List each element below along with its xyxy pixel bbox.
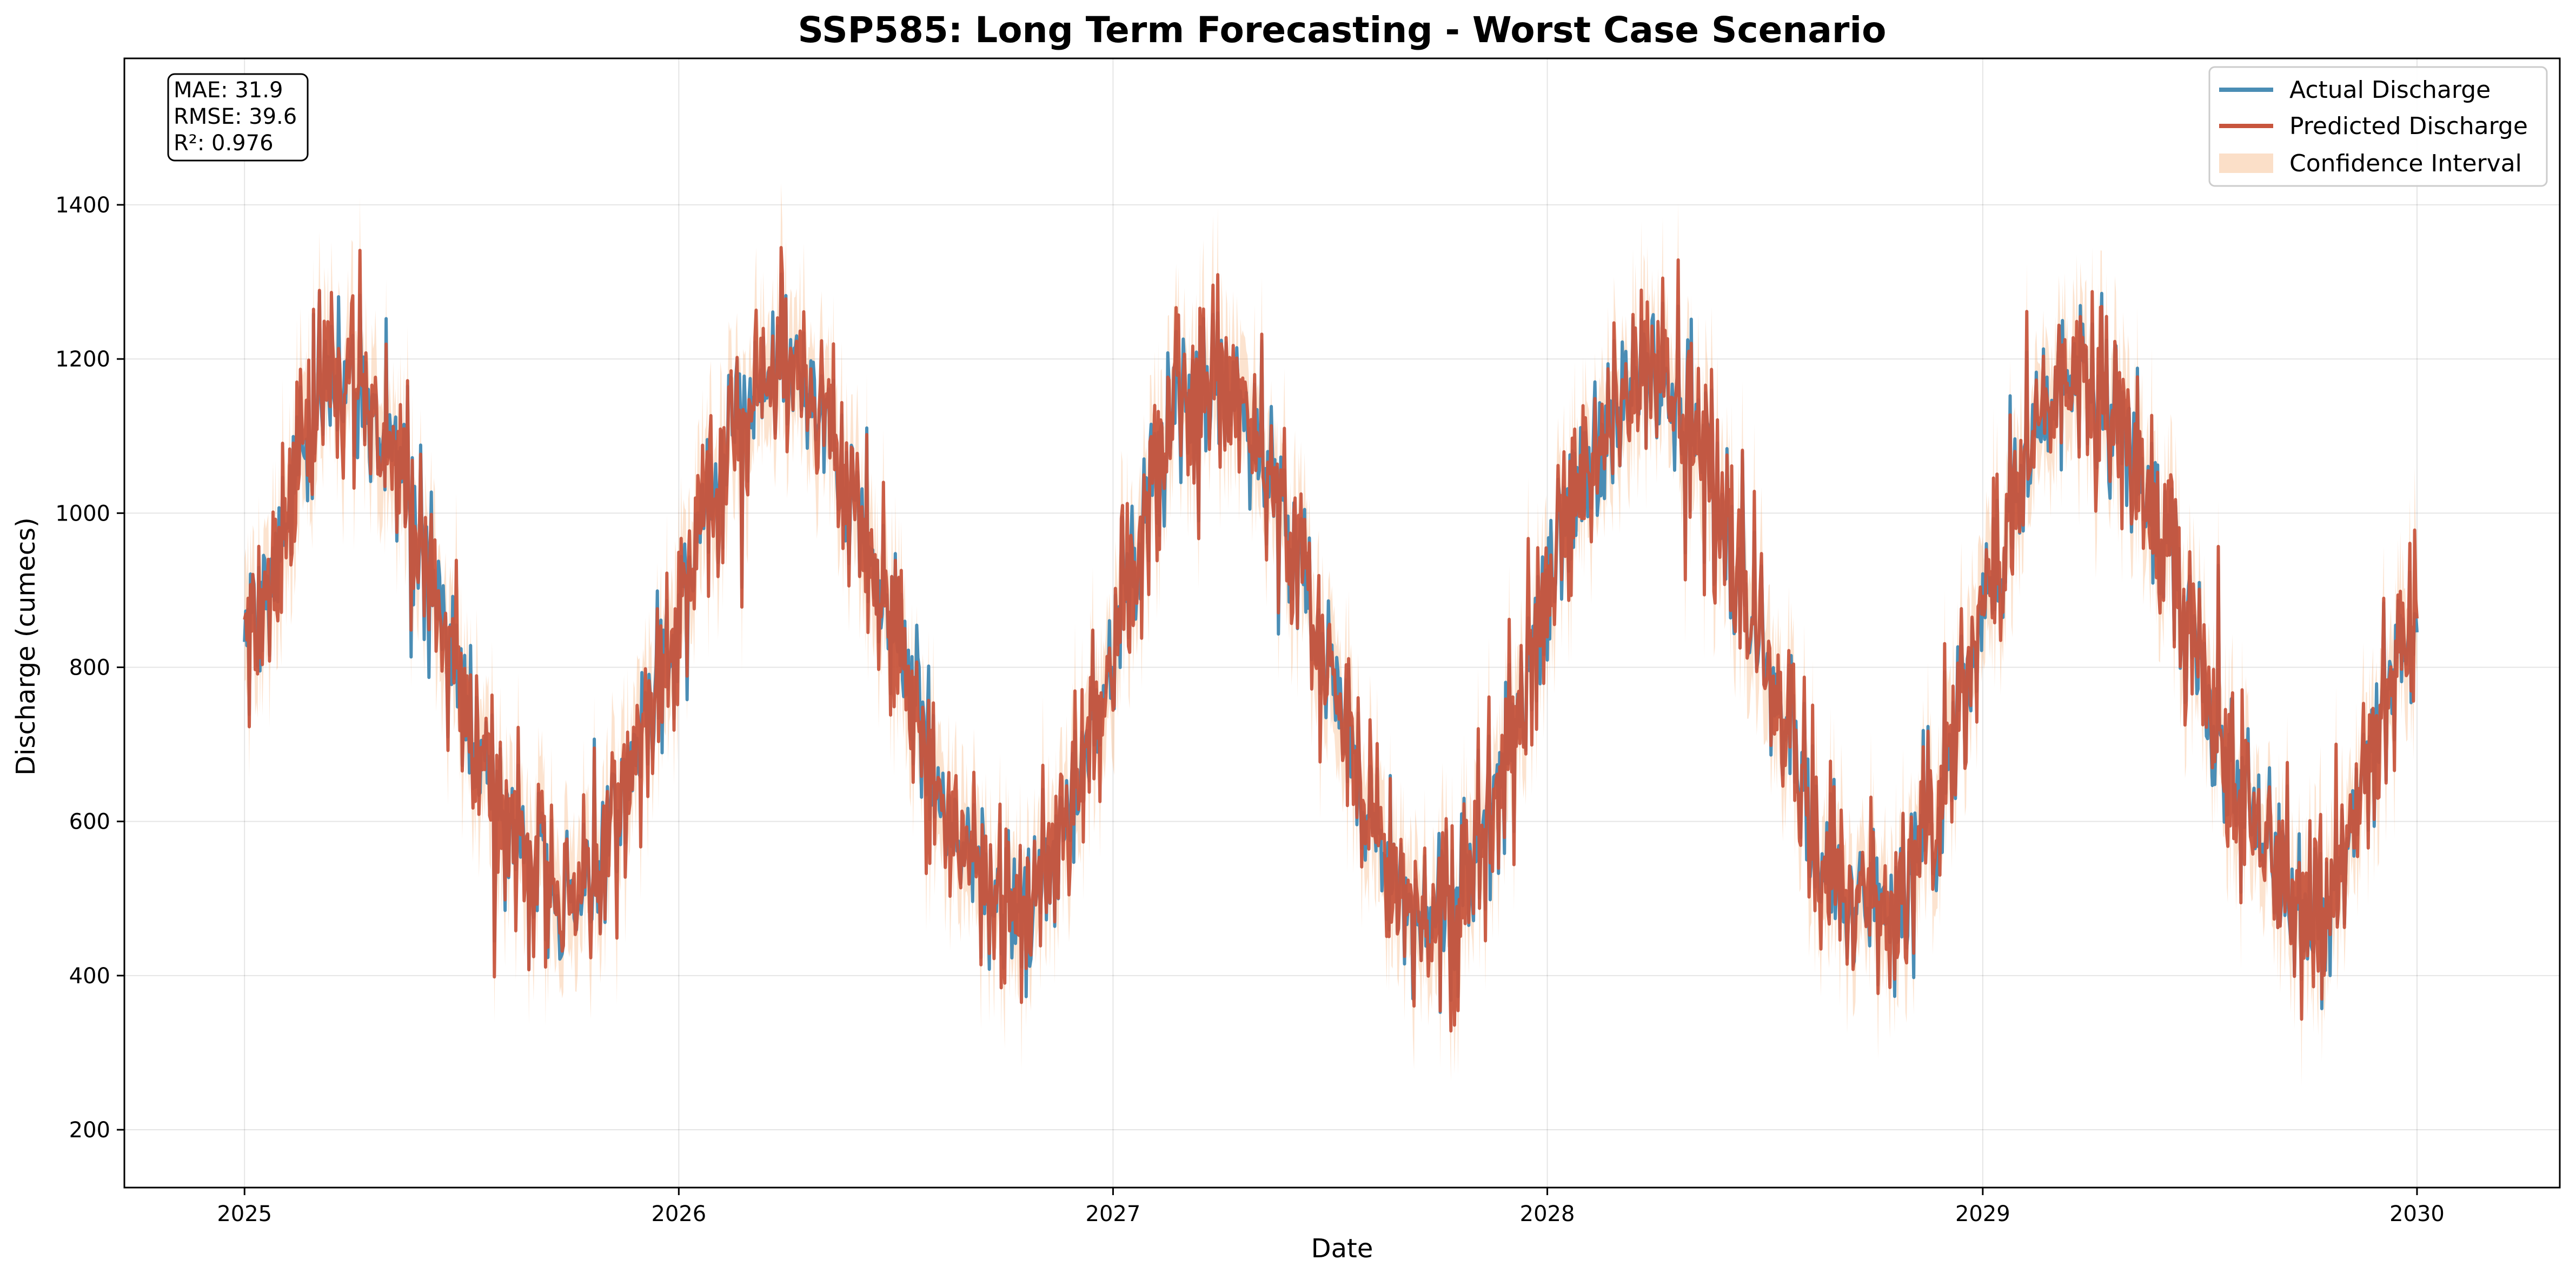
metric-mae: MAE: 31.9 <box>174 78 283 103</box>
legend-label-actual: Actual Discharge <box>2289 76 2491 104</box>
x-axis-ticks: 2025 2026 2027 2028 2029 2030 <box>217 1188 2445 1226</box>
x-tick-label: 2027 <box>1086 1202 1141 1226</box>
legend-label-ci: Confidence Interval <box>2289 150 2522 177</box>
y-tick-label: 600 <box>69 810 110 835</box>
x-tick-label: 2025 <box>217 1202 272 1226</box>
legend: Actual Discharge Predicted Discharge Con… <box>2208 66 2548 187</box>
x-tick-label: 2030 <box>2389 1202 2445 1226</box>
y-tick-label: 1400 <box>55 193 110 218</box>
x-axis-label: Date <box>1311 1234 1373 1264</box>
x-tick-label: 2026 <box>651 1202 706 1226</box>
legend-swatch-ci <box>2219 154 2273 173</box>
chart-title: SSP585: Long Term Forecasting - Worst Ca… <box>798 9 1887 51</box>
x-tick-label: 2029 <box>1955 1202 2010 1226</box>
legend-label-predicted: Predicted Discharge <box>2289 112 2528 140</box>
y-tick-label: 400 <box>69 964 110 989</box>
metric-rmse: RMSE: 39.6 <box>174 104 297 129</box>
y-tick-label: 1000 <box>55 501 110 526</box>
predicted-series <box>243 246 2419 1033</box>
y-axis-label: Discharge (cumecs) <box>11 517 41 776</box>
y-tick-label: 200 <box>69 1118 110 1143</box>
y-tick-label: 1200 <box>55 347 110 372</box>
metrics-box: MAE: 31.9 RMSE: 39.6 R²: 0.976 <box>167 73 309 162</box>
y-axis-ticks: 200 400 600 800 1000 1200 1400 <box>55 193 124 1143</box>
y-tick-label: 800 <box>69 655 110 680</box>
metric-r2: R²: 0.976 <box>174 131 274 156</box>
plot-frame <box>123 57 2561 1189</box>
x-tick-label: 2028 <box>1520 1202 1575 1226</box>
predicted-discharge-line <box>243 246 2419 1033</box>
